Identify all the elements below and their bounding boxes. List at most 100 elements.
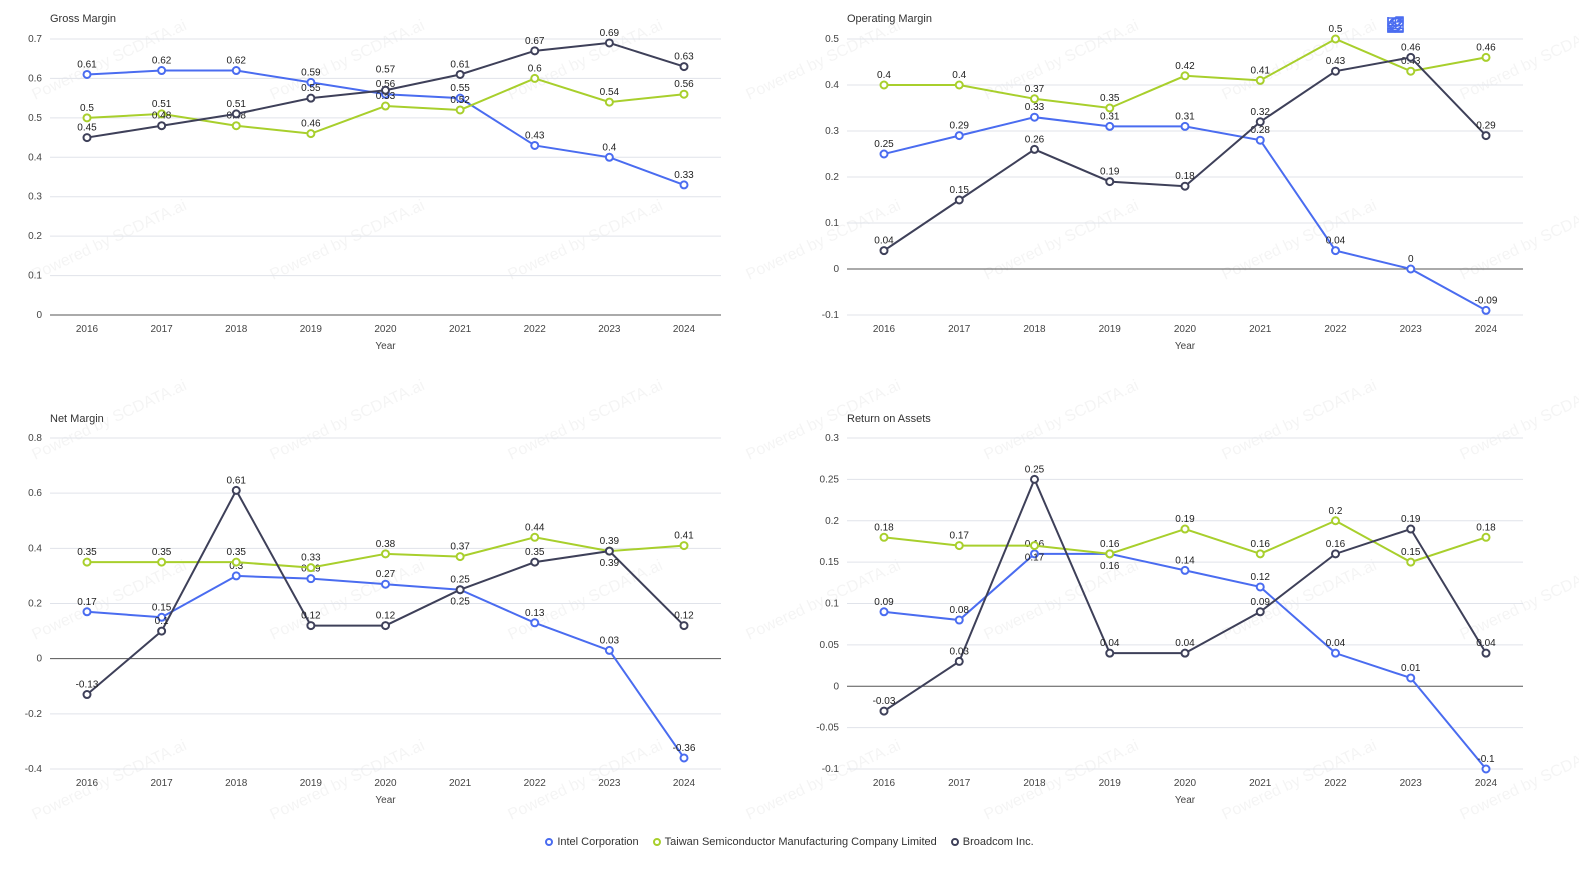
data-point[interactable]	[1030, 94, 1039, 104]
data-point[interactable]	[1255, 607, 1265, 617]
data-point[interactable]	[879, 532, 889, 542]
data-point[interactable]	[231, 557, 241, 567]
data-point[interactable]	[1180, 524, 1190, 534]
data-point[interactable]	[231, 109, 241, 119]
data-table-icon[interactable]	[1387, 15, 1463, 34]
data-point[interactable]	[1030, 549, 1039, 559]
data-point[interactable]	[455, 93, 465, 103]
data-point[interactable]	[306, 77, 316, 87]
download-icon[interactable]	[1387, 15, 1492, 34]
data-point[interactable]	[1255, 135, 1265, 145]
data-point[interactable]	[604, 38, 614, 48]
data-point[interactable]	[1180, 181, 1190, 191]
data-point[interactable]	[1255, 75, 1265, 85]
data-point[interactable]	[1406, 66, 1416, 76]
data-point[interactable]	[679, 180, 689, 190]
data-point[interactable]	[954, 656, 964, 666]
data-point[interactable]	[1030, 474, 1039, 484]
data-point[interactable]	[604, 152, 614, 162]
data-point[interactable]	[1030, 112, 1039, 122]
data-point[interactable]	[381, 579, 390, 589]
data-point[interactable]	[306, 129, 316, 139]
data-point[interactable]	[1331, 516, 1340, 526]
data-point[interactable]	[530, 140, 540, 150]
data-point[interactable]	[679, 62, 689, 72]
tag-icon[interactable]	[1386, 15, 1434, 34]
data-point[interactable]	[530, 618, 540, 628]
data-point[interactable]	[1105, 103, 1115, 113]
data-point[interactable]	[381, 101, 390, 111]
data-point[interactable]	[1255, 117, 1265, 127]
data-point[interactable]	[455, 585, 465, 595]
data-point[interactable]	[954, 615, 964, 625]
data-point[interactable]	[679, 621, 689, 631]
data-point[interactable]	[879, 80, 889, 90]
data-point[interactable]	[530, 46, 540, 56]
data-point[interactable]	[1105, 177, 1115, 187]
data-point[interactable]	[1255, 582, 1265, 592]
data-point[interactable]	[381, 621, 390, 631]
data-point[interactable]	[1481, 764, 1491, 774]
data-point[interactable]	[381, 549, 390, 559]
data-point[interactable]	[679, 89, 689, 99]
data-point[interactable]	[1180, 121, 1190, 131]
data-point[interactable]	[82, 607, 92, 617]
legend-item-intel[interactable]: Intel Corporation	[545, 836, 639, 848]
data-point[interactable]	[1255, 549, 1265, 559]
data-point[interactable]	[157, 626, 167, 636]
data-point[interactable]	[1331, 549, 1340, 559]
data-point[interactable]	[679, 753, 689, 763]
data-point[interactable]	[604, 97, 614, 107]
data-point[interactable]	[82, 113, 92, 123]
data-point[interactable]	[231, 485, 241, 495]
data-point[interactable]	[1481, 648, 1491, 658]
data-point[interactable]	[879, 246, 889, 256]
data-point[interactable]	[306, 621, 316, 631]
data-point[interactable]	[879, 607, 889, 617]
data-point[interactable]	[879, 706, 889, 716]
data-point[interactable]	[604, 546, 614, 556]
data-point[interactable]	[1105, 121, 1115, 131]
data-point[interactable]	[1331, 34, 1340, 44]
refresh-icon[interactable]	[1389, 15, 1521, 34]
data-point[interactable]	[82, 133, 92, 143]
data-point[interactable]	[455, 552, 465, 562]
data-point[interactable]	[1180, 565, 1190, 575]
data-point[interactable]	[604, 645, 614, 655]
data-point[interactable]	[1105, 648, 1115, 658]
data-point[interactable]	[157, 612, 167, 622]
data-point[interactable]	[1406, 673, 1416, 683]
data-point[interactable]	[157, 66, 167, 76]
data-point[interactable]	[530, 557, 540, 567]
data-point[interactable]	[1406, 524, 1416, 534]
data-point[interactable]	[455, 105, 465, 115]
data-point[interactable]	[82, 69, 92, 79]
data-point[interactable]	[1180, 71, 1190, 81]
data-point[interactable]	[157, 557, 167, 567]
data-point[interactable]	[157, 109, 167, 119]
data-point[interactable]	[1105, 549, 1115, 559]
data-point[interactable]	[1406, 557, 1416, 567]
data-point[interactable]	[306, 93, 316, 103]
data-point[interactable]	[679, 541, 689, 551]
data-point[interactable]	[1180, 648, 1190, 658]
data-point[interactable]	[306, 574, 316, 584]
data-point[interactable]	[1030, 144, 1039, 154]
data-point[interactable]	[82, 690, 92, 700]
data-point[interactable]	[455, 69, 465, 79]
data-point[interactable]	[530, 73, 540, 83]
data-point[interactable]	[1331, 66, 1340, 76]
data-point[interactable]	[231, 121, 241, 131]
data-point[interactable]	[231, 571, 241, 581]
data-point[interactable]	[381, 85, 390, 95]
legend-item-broadcom[interactable]: Broadcom Inc.	[950, 836, 1034, 848]
data-point[interactable]	[1481, 131, 1491, 141]
data-point[interactable]	[157, 121, 167, 131]
data-point[interactable]	[1406, 52, 1416, 62]
data-point[interactable]	[879, 149, 889, 159]
data-point[interactable]	[530, 532, 540, 542]
data-point[interactable]	[954, 195, 964, 205]
data-point[interactable]	[1481, 52, 1491, 62]
data-point[interactable]	[1481, 532, 1491, 542]
data-point[interactable]	[231, 66, 241, 76]
